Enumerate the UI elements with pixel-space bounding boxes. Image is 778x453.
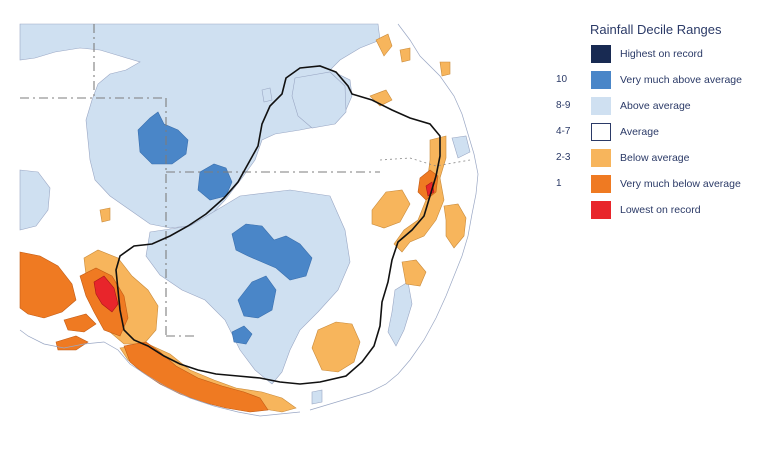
state-borders: [20, 24, 380, 337]
legend-item-very-much-below-average: 1 Very much below average: [556, 175, 771, 195]
lowest-on-record-areas: [93, 181, 435, 313]
very-much-above-average-areas: [137, 111, 313, 345]
below-average-small-west: [99, 207, 111, 223]
legend-item-above-average: 8-9 Above average: [556, 97, 771, 117]
very-much-above-blob-2: [197, 163, 233, 201]
region-boundary: [115, 65, 441, 385]
legend-decile: 8-9: [556, 100, 571, 111]
very-much-above-blob-4: [237, 275, 277, 319]
legend-label: Above average: [620, 100, 691, 112]
legend-swatch: [591, 71, 611, 89]
above-average-north-east: [291, 71, 347, 129]
legend-item-highest-on-record: Highest on record: [556, 45, 771, 65]
legend-item-average: 4-7 Average: [556, 123, 771, 143]
very-much-below-west: [19, 251, 77, 319]
legend-decile: 2-3: [556, 152, 571, 163]
dotted-boundary-line: [379, 157, 471, 167]
legend-decile: 4-7: [556, 126, 571, 137]
legend-swatch: [591, 201, 611, 219]
map-svg: [19, 23, 479, 417]
legend-item-below-average: 2-3 Below average: [556, 149, 771, 169]
above-average-small-1: [261, 87, 273, 103]
legend-swatch: [591, 45, 611, 63]
legend-item-very-much-above-average: 10 Very much above average: [556, 71, 771, 91]
legend-label: Very much above average: [620, 74, 742, 86]
lowest-on-record-peninsula: [93, 275, 119, 313]
below-average-se-coast: [443, 203, 467, 249]
legend-label: Average: [620, 126, 659, 138]
below-average-east-blob: [371, 189, 411, 229]
legend-swatch: [591, 175, 611, 193]
above-average-small-2: [311, 389, 323, 405]
rainfall-decile-map: [19, 23, 479, 417]
below-average-ne-coast: [369, 89, 393, 107]
legend-label: Lowest on record: [620, 204, 701, 216]
very-much-above-blob-1: [137, 111, 189, 165]
above-average-east-coast: [451, 135, 471, 159]
above-average-south-east: [387, 281, 413, 347]
legend-label: Highest on record: [620, 48, 703, 60]
coastline: [19, 23, 479, 417]
legend-decile: 1: [556, 178, 562, 189]
very-much-above-blob-5: [231, 325, 253, 345]
below-average-top-right-2: [399, 47, 411, 63]
legend-label: Below average: [620, 152, 690, 164]
very-much-below-average-areas: [19, 169, 439, 413]
below-average-south-central: [311, 321, 361, 373]
legend-item-lowest-on-record: Lowest on record: [556, 201, 771, 221]
below-average-top-right-1: [375, 33, 393, 57]
above-average-west-blob: [19, 169, 51, 231]
dotted-boundary: [379, 157, 471, 167]
below-average-south-east-inland: [401, 259, 427, 287]
very-much-above-blob-3: [231, 223, 313, 281]
legend-label: Very much below average: [620, 178, 741, 190]
below-average-top-right-3: [439, 61, 451, 77]
legend-swatch: [591, 97, 611, 115]
very-much-below-island: [55, 335, 89, 351]
lowest-on-record-east: [425, 181, 435, 197]
very-much-below-gulf: [63, 313, 97, 333]
coastline-south: [19, 329, 301, 417]
legend-decile: 10: [556, 74, 568, 85]
legend-swatch: [591, 123, 611, 141]
coastline-east: [309, 23, 479, 411]
legend-title: Rainfall Decile Ranges: [590, 22, 722, 37]
legend-swatch: [591, 149, 611, 167]
